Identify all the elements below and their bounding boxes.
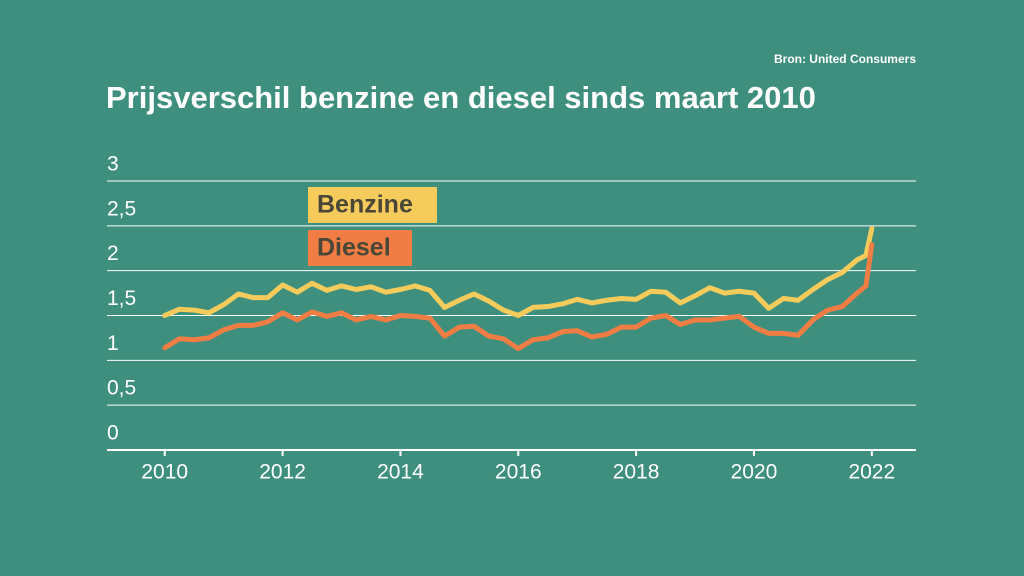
x-tick-label: 2012 — [259, 461, 306, 484]
y-tick-label: 2 — [107, 242, 119, 265]
y-tick-label: 3 — [107, 153, 119, 176]
line-series — [162, 242, 875, 352]
legend-label: Benzine — [317, 191, 413, 219]
line-series — [162, 226, 875, 318]
y-tick-label: 0,5 — [107, 377, 136, 400]
y-tick-label: 1 — [107, 332, 119, 355]
y-tick-label: 0 — [107, 422, 119, 445]
x-tick-label: 2018 — [613, 461, 660, 484]
x-tick-label: 2020 — [731, 461, 778, 484]
legend-box — [308, 187, 437, 223]
x-tick-label: 2014 — [377, 461, 424, 484]
x-tick-label: 2016 — [495, 461, 542, 484]
legend-label: Diesel — [317, 234, 391, 262]
y-tick-label: 1,5 — [107, 287, 136, 310]
x-tick-label: 2022 — [848, 461, 895, 484]
source: Bron: United Consumers — [774, 52, 916, 66]
legend-box — [308, 230, 412, 266]
chart-title: Prijsverschil benzine en diesel sinds ma… — [106, 80, 816, 115]
x-tick-label: 2010 — [141, 461, 188, 484]
y-tick-label: 2,5 — [107, 197, 136, 220]
